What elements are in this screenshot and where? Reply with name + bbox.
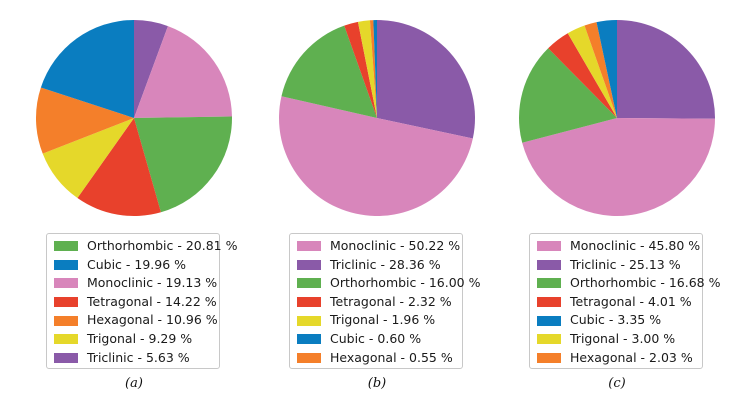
- pie-panel-a: Orthorhombic - 20.81 % Cubic - 19.96 % Mon…: [14, 0, 254, 404]
- legend-label-triclinic-b: Triclinic - 28.36 %: [330, 256, 441, 272]
- legend-item-cubic-a: Cubic - 19.96 %: [54, 256, 219, 275]
- legend-label-monoclinic-b: Monoclinic - 50.22 %: [330, 238, 461, 254]
- pie-chart-a: [35, 19, 233, 217]
- legend-a: Orthorhombic - 20.81 % Cubic - 19.96 % Mon…: [46, 233, 238, 369]
- legend-label-hexagonal-b: Hexagonal - 0.55 %: [330, 349, 453, 365]
- legend-item-monoclinic-c: Monoclinic - 45.80 %: [537, 237, 702, 256]
- pie-slice-trigonal-b: [357, 20, 377, 118]
- legend-swatch-hexagonal-b: [297, 352, 321, 363]
- pie-chart-c: [519, 19, 716, 217]
- pie-chart-b: [279, 20, 476, 216]
- legend-item-trigonal-c: Trigonal - 3.00 %: [537, 330, 702, 349]
- caption-b: (b): [367, 376, 387, 391]
- pie-slice-cubic-a: [40, 19, 134, 118]
- legend-item-hexagonal-c: Hexagonal - 2.03 %: [537, 349, 702, 368]
- legend-swatch-triclinic-a: [54, 352, 78, 363]
- legend-item-triclinic-c: Triclinic - 25.13 %: [537, 256, 702, 275]
- legend-swatch-tetragonal-b: [297, 297, 321, 308]
- pie-slice-tetragonal-c: [548, 33, 617, 118]
- legend-label-hexagonal-a: Hexagonal - 10.96 %: [87, 312, 218, 328]
- caption-c: (c): [608, 376, 626, 391]
- pie-slice-orthorhombic-b: [281, 25, 377, 118]
- legend-swatch-orthorhombic-b: [297, 278, 321, 289]
- legend-swatch-orthorhombic-a: [54, 241, 78, 252]
- pie-panel-c: Monoclinic - 45.80 % Triclinic - 25.13 % O…: [497, 0, 737, 404]
- legend-label-monoclinic-c: Monoclinic - 45.80 %: [570, 238, 701, 254]
- legend-label-tetragonal-b: Tetragonal - 2.32 %: [330, 293, 452, 309]
- legend-label-orthorhombic-b: Orthorhombic - 16.00 %: [330, 275, 481, 291]
- legend-swatch-cubic-b: [297, 334, 321, 345]
- pie-slice-cubic-b: [373, 20, 377, 118]
- pie-slice-hexagonal-c: [584, 22, 617, 118]
- legend-swatch-monoclinic-b: [297, 241, 321, 252]
- legend-swatch-monoclinic-a: [54, 278, 78, 289]
- legend-label-triclinic-c: Triclinic - 25.13 %: [570, 256, 681, 272]
- pie-slice-triclinic-b: [377, 20, 476, 139]
- legend-label-trigonal-a: Trigonal - 9.29 %: [87, 331, 193, 347]
- pie-slice-trigonal-a: [42, 118, 135, 199]
- legend-swatch-tetragonal-c: [537, 297, 561, 308]
- legend-item-hexagonal-b: Hexagonal - 0.55 %: [297, 349, 462, 368]
- legend-swatch-monoclinic-c: [537, 241, 561, 252]
- pie-slice-triclinic-a: [134, 20, 168, 118]
- legend-swatch-orthorhombic-c: [537, 278, 561, 289]
- pie-slice-triclinic-c: [617, 19, 716, 119]
- legend-label-cubic-b: Cubic - 0.60 %: [330, 331, 422, 347]
- legend-item-tetragonal-a: Tetragonal - 14.22 %: [54, 293, 219, 312]
- legend-label-tetragonal-c: Tetragonal - 4.01 %: [570, 293, 692, 309]
- legend-item-cubic-b: Cubic - 0.60 %: [297, 330, 462, 349]
- legend-swatch-trigonal-b: [297, 315, 321, 326]
- legend-item-trigonal-b: Trigonal - 1.96 %: [297, 311, 462, 330]
- legend-label-trigonal-c: Trigonal - 3.00 %: [570, 331, 676, 347]
- legend-label-cubic-c: Cubic - 3.35 %: [570, 312, 662, 328]
- legend-label-triclinic-a: Triclinic - 5.63 %: [87, 349, 190, 365]
- legend-swatch-cubic-c: [537, 315, 561, 326]
- legend-swatch-trigonal-a: [54, 334, 78, 345]
- legend-label-monoclinic-a: Monoclinic - 19.13 %: [87, 275, 218, 291]
- pie-slice-hexagonal-b: [369, 20, 377, 118]
- pie-slice-orthorhombic-c: [519, 48, 617, 143]
- legend-item-hexagonal-a: Hexagonal - 10.96 %: [54, 311, 219, 330]
- pie-slice-hexagonal-a: [35, 87, 134, 154]
- legend-label-orthorhombic-a: Orthorhombic - 20.81 %: [87, 238, 238, 254]
- legend-swatch-triclinic-c: [537, 259, 561, 270]
- legend-swatch-hexagonal-a: [54, 315, 78, 326]
- legend-item-orthorhombic-c: Orthorhombic - 16.68 %: [537, 274, 721, 293]
- pie-slice-trigonal-c: [567, 25, 617, 118]
- pie-slice-orthorhombic-a: [134, 116, 233, 213]
- pie-slice-tetragonal-b: [344, 21, 377, 118]
- legend-swatch-tetragonal-a: [54, 297, 78, 308]
- pie-slice-cubic-c: [596, 19, 617, 118]
- legend-swatch-trigonal-c: [537, 334, 561, 345]
- legend-item-orthorhombic-a: Orthorhombic - 20.81 %: [54, 237, 238, 256]
- legend-item-monoclinic-b: Monoclinic - 50.22 %: [297, 237, 462, 256]
- pie-slice-monoclinic-a: [134, 26, 232, 118]
- legend-item-tetragonal-c: Tetragonal - 4.01 %: [537, 293, 702, 312]
- pie-slice-monoclinic-c: [522, 118, 715, 217]
- legend-label-cubic-a: Cubic - 19.96 %: [87, 256, 187, 272]
- caption-a: (a): [125, 376, 143, 391]
- legend-label-hexagonal-c: Hexagonal - 2.03 %: [570, 349, 693, 365]
- legend-item-triclinic-a: Triclinic - 5.63 %: [54, 349, 219, 368]
- legend-item-triclinic-b: Triclinic - 28.36 %: [297, 256, 462, 275]
- legend-swatch-cubic-a: [54, 259, 78, 270]
- legend-item-trigonal-a: Trigonal - 9.29 %: [54, 330, 219, 349]
- legend-c: Monoclinic - 45.80 % Triclinic - 25.13 % O…: [529, 233, 721, 369]
- legend-item-monoclinic-a: Monoclinic - 19.13 %: [54, 274, 219, 293]
- legend-swatch-triclinic-b: [297, 259, 321, 270]
- legend-label-orthorhombic-c: Orthorhombic - 16.68 %: [570, 275, 721, 291]
- legend-item-orthorhombic-b: Orthorhombic - 16.00 %: [297, 274, 481, 293]
- legend-swatch-hexagonal-c: [537, 352, 561, 363]
- legend-label-trigonal-b: Trigonal - 1.96 %: [330, 312, 436, 328]
- pie-slice-tetragonal-a: [77, 118, 161, 217]
- legend-item-cubic-c: Cubic - 3.35 %: [537, 311, 702, 330]
- pie-slice-monoclinic-b: [279, 96, 473, 216]
- legend-label-tetragonal-a: Tetragonal - 14.22 %: [87, 293, 217, 309]
- legend-b: Monoclinic - 50.22 % Triclinic - 28.36 % O…: [289, 233, 481, 369]
- legend-item-tetragonal-b: Tetragonal - 2.32 %: [297, 293, 462, 312]
- pie-panel-b: Monoclinic - 50.22 % Triclinic - 28.36 % O…: [257, 0, 497, 404]
